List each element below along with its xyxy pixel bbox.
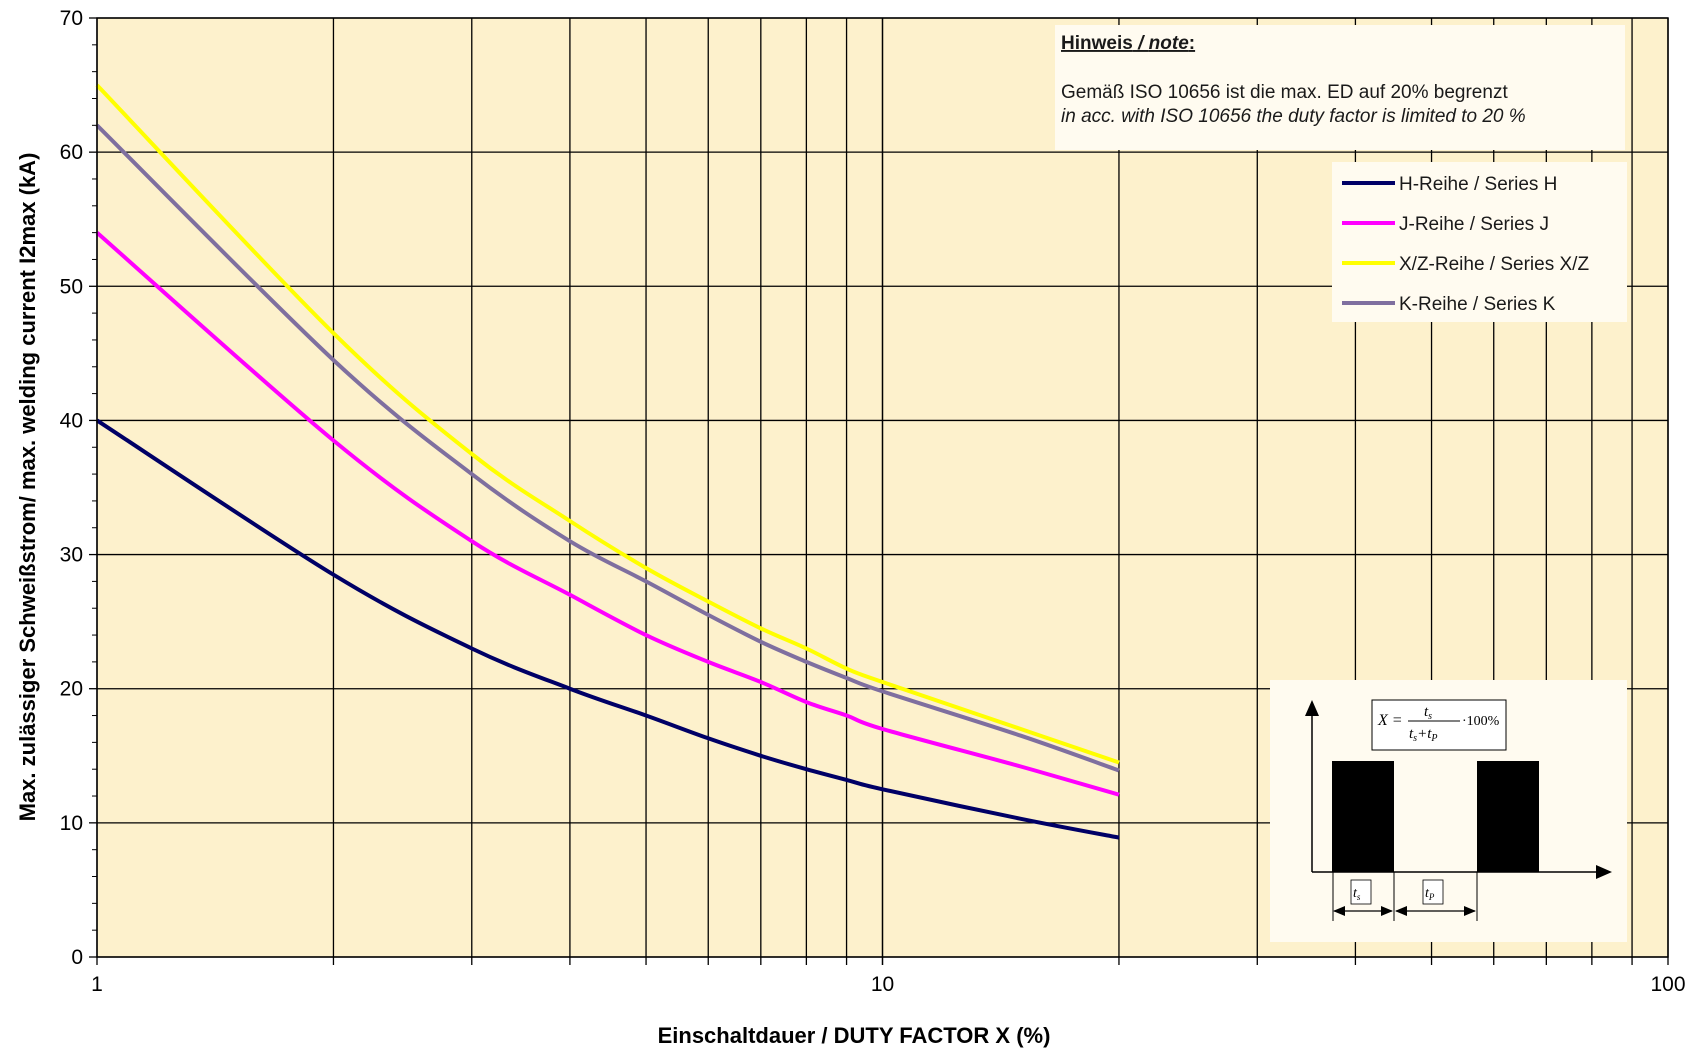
note-title-suffix: note — [1149, 33, 1190, 54]
y-minor-ticks — [92, 44, 97, 931]
legend-label-h-reihe-series-h: H-Reihe / Series H — [1399, 174, 1557, 195]
y-tick-label: 20 — [60, 678, 83, 701]
ts-label-box — [1350, 879, 1372, 905]
y-tick-label: 30 — [60, 544, 83, 567]
x-axis-title: Einschaltdauer / DUTY FACTOR X (%) — [658, 1023, 1051, 1048]
note-line-en: in acc. with ISO 10656 the duty factor i… — [1061, 106, 1526, 127]
y-tick-label: 40 — [60, 409, 83, 432]
duty-cycle-diagram: X = ts ts+tP ·100% ts tP — [1270, 680, 1627, 942]
y-tick-label: 0 — [71, 946, 83, 969]
diagram-y-arrow-icon — [1305, 700, 1319, 716]
series-lines — [95, 83, 1120, 840]
y-tick-label: 60 — [60, 141, 83, 164]
ts-arrow-right-icon — [1381, 906, 1393, 916]
tp-label: tP — [1425, 886, 1435, 902]
y-axis-title: Max. zulässiger Schweißstrom/ max. weldi… — [15, 153, 40, 822]
legend-label-x-z-reihe-series-x-z: X/Z-Reihe / Series X/Z — [1399, 254, 1589, 275]
x-tick-label: 100 — [1650, 973, 1685, 996]
legend-label-j-reihe-series-j: J-Reihe / Series J — [1399, 214, 1549, 235]
formula-denominator: ts+tP — [1409, 726, 1437, 744]
x-tick-labels: 1 10 100 — [91, 973, 1685, 996]
note-title-separator: / — [1133, 33, 1149, 54]
y-tick-label: 10 — [60, 812, 83, 835]
series-line-j-reihe-series-j — [95, 231, 1120, 797]
weld-pulse-2 — [1477, 761, 1539, 872]
y-tick-label: 70 — [60, 7, 83, 30]
note-box: Hinweis / note: Gemäß ISO 10656 ist die … — [1055, 25, 1625, 150]
plot-frame — [96, 17, 1669, 958]
legend-background — [1332, 162, 1627, 322]
series-line-x-z-reihe-series-x-z — [95, 83, 1120, 765]
weld-pulse-1 — [1332, 761, 1394, 872]
formula-numerator: ts — [1424, 704, 1432, 722]
formula-lhs: X = — [1377, 712, 1403, 729]
ts-label: ts — [1353, 886, 1361, 902]
formula-tail: ·100% — [1462, 714, 1500, 729]
y-tick-labels: 0 10 20 30 40 50 60 70 — [60, 7, 83, 969]
note-title: Hinweis / note: — [1061, 33, 1195, 54]
tp-arrow-left-icon — [1395, 906, 1407, 916]
x-tick-label: 10 — [871, 973, 894, 996]
diagram-x-arrow-icon — [1596, 865, 1612, 879]
legend: H-Reihe / Series H J-Reihe / Series J X/Z-… — [1332, 162, 1627, 322]
series-line-k-reihe-series-k — [95, 123, 1120, 773]
note-line-de: Gemäß ISO 10656 ist die max. ED auf 20% … — [1061, 82, 1508, 103]
note-title-colon: : — [1189, 33, 1195, 54]
y-tick-label: 50 — [60, 275, 83, 298]
note-title-prefix: Hinweis — [1061, 33, 1133, 54]
tp-label-box — [1422, 879, 1444, 905]
tp-arrow-right-icon — [1464, 906, 1476, 916]
series-line-h-reihe-series-h — [95, 418, 1120, 840]
legend-label-k-reihe-series-k: K-Reihe / Series K — [1399, 294, 1556, 315]
x-tick-label: 1 — [91, 973, 103, 996]
formula-box — [1371, 699, 1507, 751]
ts-arrow-left-icon — [1333, 906, 1345, 916]
note-background — [1055, 25, 1625, 150]
